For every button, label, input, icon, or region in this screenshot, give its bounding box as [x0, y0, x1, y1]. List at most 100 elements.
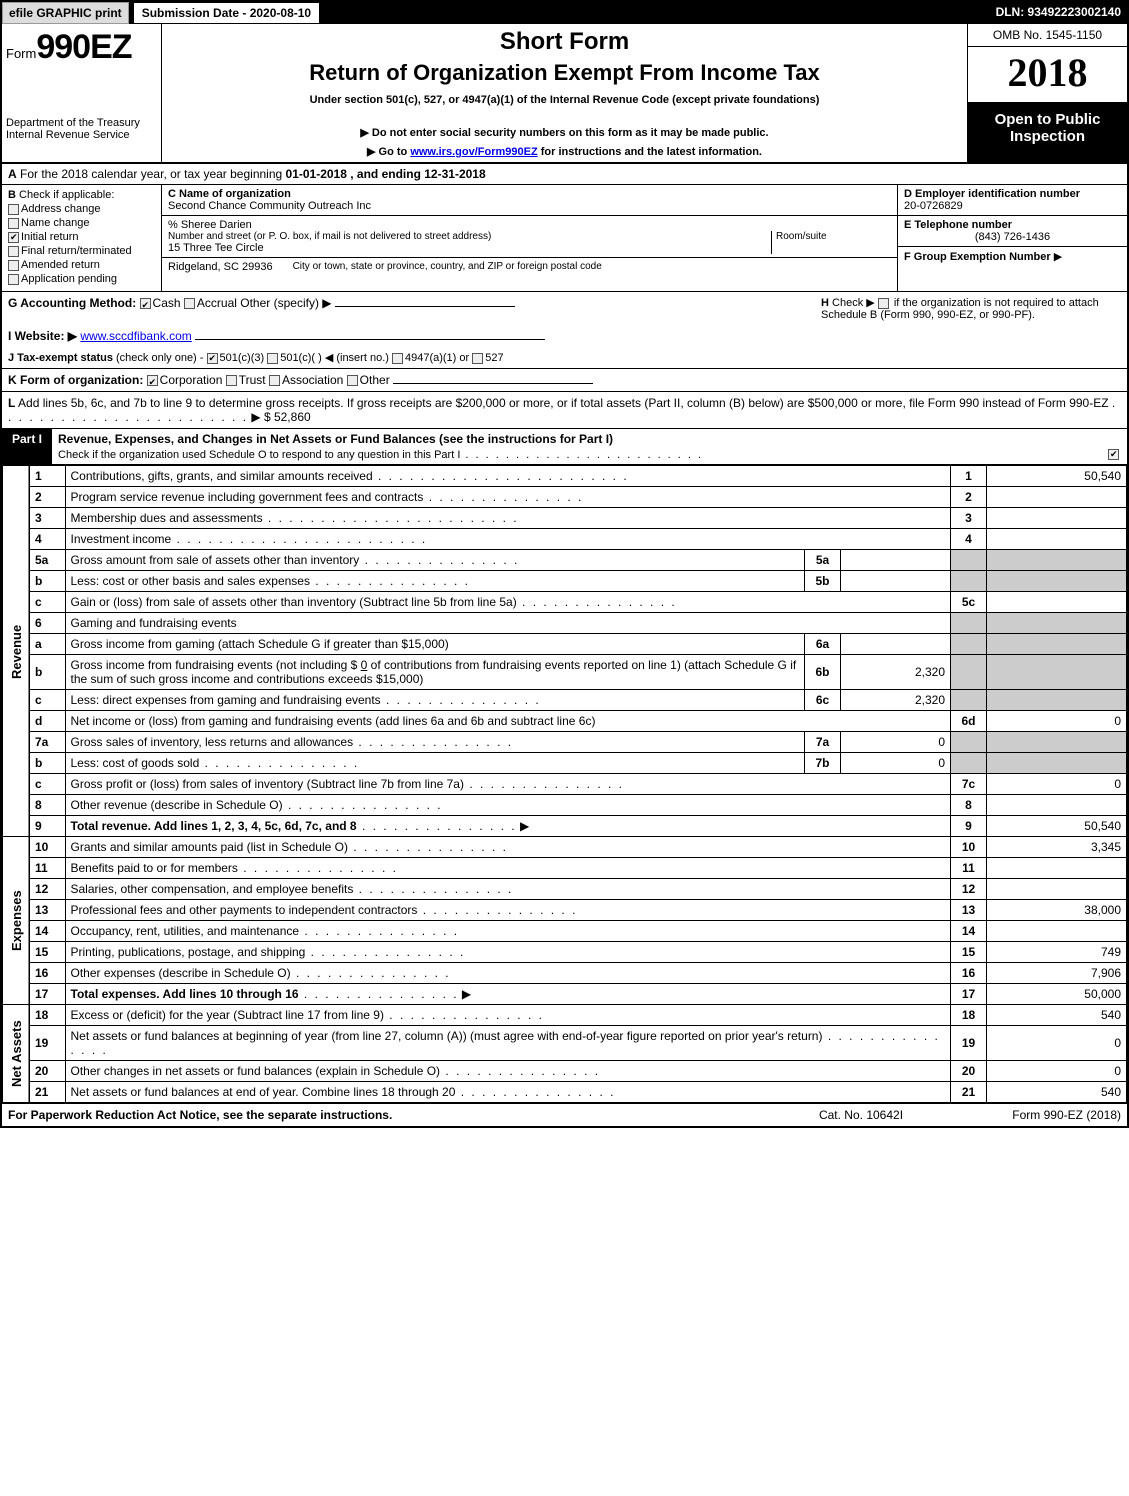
checkbox-icon [207, 353, 218, 364]
b-label: B [8, 189, 16, 201]
row-g-h: G Accounting Method: Cash Accrual Other … [2, 292, 1127, 325]
section-e: E Telephone number (843) 726-1436 [898, 216, 1127, 247]
row-h: H Check ▶ if the organization is not req… [821, 296, 1121, 321]
short-form-title: Short Form [170, 28, 959, 56]
line-8: 8 Other revenue (describe in Schedule O)… [3, 795, 1127, 816]
chk-application-pending[interactable]: Application pending [8, 273, 155, 285]
chk-amended-return[interactable]: Amended return [8, 259, 155, 271]
submission-date-box: Submission Date - 2020-08-10 [133, 2, 320, 24]
row-l: L Add lines 5b, 6c, and 7b to line 9 to … [2, 392, 1127, 428]
open-to-public: Open to Public Inspection [968, 103, 1127, 162]
line-9: 9 Total revenue. Add lines 1, 2, 3, 4, 5… [3, 816, 1127, 837]
line-17: 17 Total expenses. Add lines 10 through … [3, 984, 1127, 1005]
line-20: 20 Other changes in net assets or fund b… [3, 1061, 1127, 1082]
checkbox-icon [472, 353, 483, 364]
line-10: Expenses 10 Grants and similar amounts p… [3, 837, 1127, 858]
header-center: Short Form Return of Organization Exempt… [162, 24, 967, 162]
checkbox-icon[interactable] [878, 298, 889, 309]
chk-address-change[interactable]: Address change [8, 203, 155, 215]
line-7c: c Gross profit or (loss) from sales of i… [3, 774, 1127, 795]
checkbox-icon [8, 260, 19, 271]
checkbox-icon [347, 375, 358, 386]
irs-label: Internal Revenue Service [6, 129, 157, 141]
j-o1: 501(c)(3) [220, 352, 265, 364]
j-o4: 527 [485, 352, 503, 364]
line-6b: b Gross income from fundraising events (… [3, 655, 1127, 690]
row-a-label: A [8, 167, 17, 181]
l-amount: $ 52,860 [264, 410, 311, 424]
dots [460, 449, 703, 461]
checkbox-icon [8, 204, 19, 215]
goto-text: ▶ Go to www.irs.gov/Form990EZ for instru… [170, 145, 959, 158]
checkbox-icon [392, 353, 403, 364]
footer: For Paperwork Reduction Act Notice, see … [2, 1103, 1127, 1126]
k-o3: Association [282, 373, 343, 387]
c-street: 15 Three Tee Circle [168, 242, 771, 254]
do-not-enter-text: ▶ Do not enter social security numbers o… [170, 126, 959, 139]
line-5c: c Gain or (loss) from sale of assets oth… [3, 592, 1127, 613]
line-19: 19 Net assets or fund balances at beginn… [3, 1026, 1127, 1061]
section-f: F Group Exemption Number ▶ [898, 247, 1127, 291]
i-line [195, 339, 545, 340]
line-4: 4 Investment income 4 [3, 529, 1127, 550]
i-website-link[interactable]: www.sccdfibank.com [80, 329, 191, 343]
form-prefix: Form [6, 46, 36, 61]
i-label: I Website: ▶ [8, 329, 77, 343]
goto-prefix: ▶ Go to [367, 146, 410, 158]
k-o2: Trust [239, 373, 266, 387]
j-o3: 4947(a)(1) or [405, 352, 469, 364]
return-title: Return of Organization Exempt From Incom… [170, 60, 959, 86]
line-5a: 5a Gross amount from sale of assets othe… [3, 550, 1127, 571]
j-note: (check only one) - [116, 352, 203, 364]
chk-final-return[interactable]: Final return/terminated [8, 245, 155, 257]
footer-right: Form 990-EZ (2018) [961, 1108, 1121, 1122]
tax-year: 2018 [968, 47, 1127, 103]
line-6d: d Net income or (loss) from gaming and f… [3, 711, 1127, 732]
checkbox-icon [267, 353, 278, 364]
checkbox-icon [8, 218, 19, 229]
c-room-label: Room/suite [776, 231, 891, 242]
omb-number: OMB No. 1545-1150 [968, 24, 1127, 47]
j-o2: 501(c)( ) ◀ (insert no.) [280, 352, 389, 364]
line-2: 2 Program service revenue including gove… [3, 487, 1127, 508]
row-a-end: 12-31-2018 [424, 167, 485, 181]
line-6a: a Gross income from gaming (attach Sched… [3, 634, 1127, 655]
k-line [393, 383, 593, 384]
checkbox-icon [140, 298, 151, 309]
expenses-side-label: Expenses [3, 837, 30, 1005]
line-5b: b Less: cost or other basis and sales ex… [3, 571, 1127, 592]
efile-print-button[interactable]: efile GRAPHIC print [2, 2, 129, 24]
g-accrual: Accrual [197, 296, 237, 310]
checkbox-icon [269, 375, 280, 386]
section-d-e-f: D Employer identification number 20-0726… [897, 185, 1127, 291]
top-bar-spacer [320, 2, 989, 24]
row-k: K Form of organization: Corporation Trus… [2, 369, 1127, 392]
g-other-line[interactable] [335, 306, 515, 307]
checkbox-icon [8, 232, 19, 243]
row-i: I Website: ▶ www.sccdfibank.com [2, 325, 1127, 347]
d-label: D Employer identification number [904, 188, 1080, 200]
chk-name-change[interactable]: Name change [8, 217, 155, 229]
line-16: 16 Other expenses (describe in Schedule … [3, 963, 1127, 984]
line-11: 11 Benefits paid to or for members 11 [3, 858, 1127, 879]
form-number: 990EZ [36, 28, 131, 66]
d-value: 20-0726829 [904, 200, 963, 212]
netassets-side-label: Net Assets [3, 1005, 30, 1103]
part-1-subtitle: Check if the organization used Schedule … [52, 449, 1127, 464]
row-a-mid: , and ending [347, 167, 424, 181]
part-1-badge: Part I [2, 429, 52, 464]
row-a-begin: 01-01-2018 [286, 167, 347, 181]
line-7b: b Less: cost of goods sold 7b 0 [3, 753, 1127, 774]
form-header: Form990EZ Department of the Treasury Int… [2, 24, 1127, 164]
line-6: 6 Gaming and fundraising events [3, 613, 1127, 634]
part-1-title: Revenue, Expenses, and Changes in Net As… [52, 429, 1127, 449]
checkbox-icon [184, 298, 195, 309]
section-c: C Name of organization Second Chance Com… [162, 185, 897, 291]
c-city: Ridgeland, SC 29936 [168, 261, 273, 273]
goto-link[interactable]: www.irs.gov/Form990EZ [410, 146, 537, 158]
line-12: 12 Salaries, other compensation, and emp… [3, 879, 1127, 900]
chk-initial-return[interactable]: Initial return [8, 231, 155, 243]
checkbox-icon [8, 246, 19, 257]
c-name: Second Chance Community Outreach Inc [168, 200, 371, 212]
line-18: Net Assets 18 Excess or (deficit) for th… [3, 1005, 1127, 1026]
